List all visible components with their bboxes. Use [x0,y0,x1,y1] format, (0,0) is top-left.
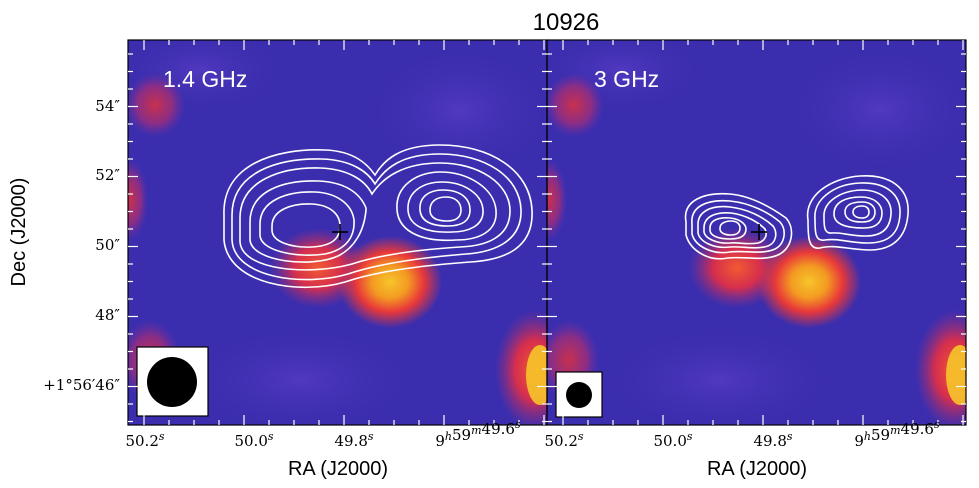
panel-2-source-topleft [547,73,604,137]
panel-2-beam [566,382,592,408]
y-tick-label: 54″ [95,97,120,115]
x-tick-label: 50.0s [653,430,692,450]
panel-1-source-topleft [128,73,185,137]
panel-1-cross-marker [332,224,348,240]
y-axis-label: Dec (J2000) [8,178,30,287]
axis-ticks [128,40,966,425]
y-tick-labels: 54″ 52″ 50″ 48″ +1°56′46″ [43,97,120,394]
x-axis-label-panel-1: RA (J2000) [288,458,388,480]
x-tick-labels-panel-2: 50.2s 50.0s 49.8s 9h59m49.6s [544,418,939,450]
y-tick-label: 48″ [95,306,120,324]
x-tick-label: 9h59m49.6s [435,418,521,450]
panel-2-contours [684,175,909,260]
x-axis-label-panel-2: RA (J2000) [707,458,807,480]
panel-1-contours [223,144,533,288]
panel-1-4ghz [128,40,547,425]
panel-3ghz [547,40,966,425]
chart-title: 10926 [533,9,600,36]
x-tick-labels-panel-1: 50.2s 50.0s 49.8s 9h59m49.6s [125,418,520,450]
x-tick-label: 49.8s [334,430,373,450]
panel-2-label: 3 GHz [594,66,659,92]
x-tick-label: 50.0s [234,430,273,450]
x-tick-label: 49.8s [753,430,792,450]
panel-1-label: 1.4 GHz [163,66,247,92]
panel-2-frame [546,39,967,426]
panel-2-cross-marker [751,224,767,240]
panel-2-source-yellow [757,236,861,328]
x-tick-label: 50.2s [544,430,583,450]
y-tick-label: 52″ [95,166,120,184]
y-tick-label: +1°56′46″ [43,376,120,394]
x-tick-label: 9h59m49.6s [854,418,940,450]
y-tick-label: 50″ [95,236,120,254]
panel-1-beam [147,357,197,407]
x-tick-label: 50.2s [125,430,164,450]
